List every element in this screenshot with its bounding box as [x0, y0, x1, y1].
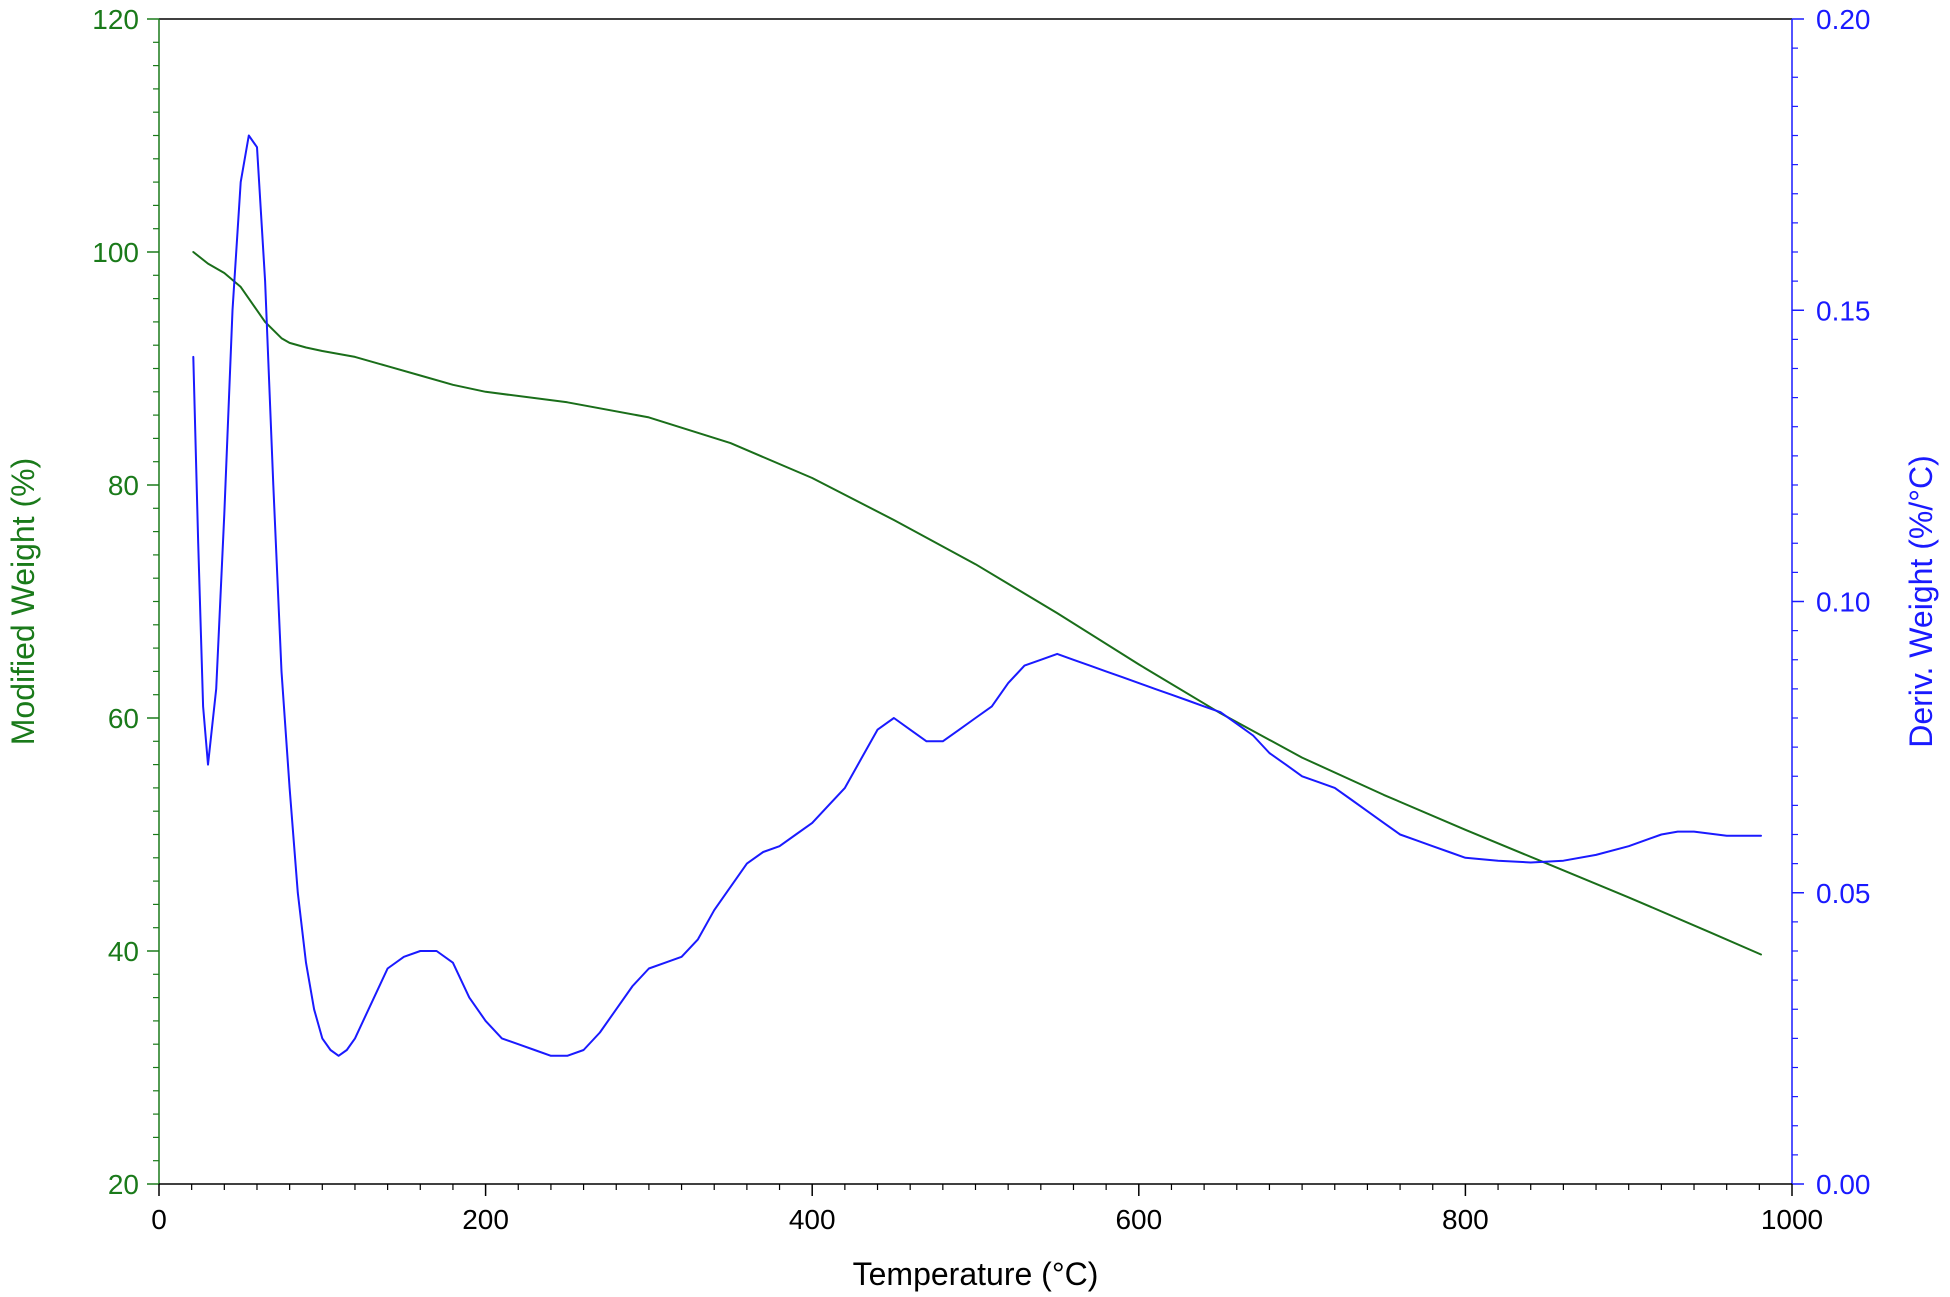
- x-tick-label: 600: [1115, 1204, 1162, 1235]
- left-tick-label: 60: [108, 703, 139, 734]
- right-tick-label: 0.10: [1816, 587, 1871, 618]
- series-layer: [192, 134, 1762, 1057]
- derivative-series-line: [192, 134, 1762, 1057]
- x-tick-label: 1000: [1761, 1204, 1823, 1235]
- bottom-axis: 0 200 400 600 800 1000: [151, 1183, 1823, 1235]
- x-axis-title: Temperature (°C): [853, 1256, 1099, 1292]
- right-axis: 0.00 0.05 0.10 0.15 0.20: [1791, 4, 1871, 1200]
- left-y-axis-title: Modified Weight (%): [5, 458, 41, 746]
- left-tick-label: 100: [92, 237, 139, 268]
- right-y-axis-title: Deriv. Weight (%/°C): [1903, 455, 1939, 748]
- x-tick-label: 200: [462, 1204, 509, 1235]
- right-tick-label: 0.20: [1816, 4, 1871, 35]
- x-tick-label: 0: [151, 1204, 167, 1235]
- x-tick-label: 400: [789, 1204, 836, 1235]
- x-tick-label: 800: [1442, 1204, 1489, 1235]
- right-tick-label: 0.05: [1816, 878, 1871, 909]
- left-axis: 20 40 60 80 100 120: [92, 4, 160, 1200]
- right-tick-label: 0.00: [1816, 1169, 1871, 1200]
- left-tick-label: 40: [108, 936, 139, 967]
- left-tick-label: 120: [92, 4, 139, 35]
- left-tick-label: 80: [108, 470, 139, 501]
- right-tick-label: 0.15: [1816, 295, 1871, 326]
- left-tick-label: 20: [108, 1169, 139, 1200]
- weight-series-line: [192, 251, 1762, 956]
